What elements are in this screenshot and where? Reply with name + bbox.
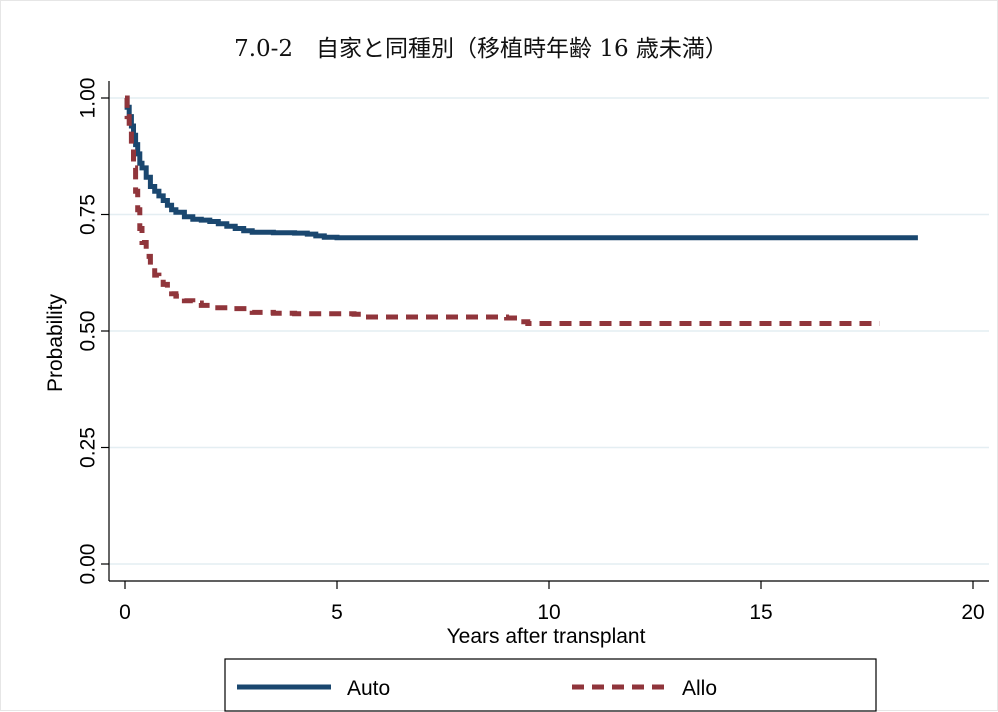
x-tick-label: 10	[537, 601, 560, 624]
y-axis-title: Probability	[44, 293, 67, 392]
legend-label-auto: Auto	[347, 677, 390, 700]
x-axis-ticks: 0 5 10 15 20	[119, 581, 985, 624]
y-tick-label: 0.75	[77, 194, 100, 235]
x-tick-label: 5	[331, 601, 343, 624]
x-tick-label: 0	[119, 601, 131, 624]
gridlines	[109, 97, 989, 565]
y-axis-ticks: 0.00 0.25 0.50 0.75 1.00	[77, 78, 109, 585]
chart-title: 7.0-2 自家と同種別（移植時年齢 16 歳未満）	[234, 36, 728, 62]
series-lines	[124, 95, 918, 326]
series-line-auto	[124, 95, 918, 241]
y-tick-label: 0.25	[77, 427, 100, 468]
legend-label-allo: Allo	[682, 677, 717, 700]
y-tick-label: 0.50	[77, 311, 100, 352]
y-tick-label: 1.00	[77, 78, 100, 119]
x-tick-label: 20	[961, 601, 984, 624]
series-line-allo	[124, 95, 880, 326]
x-axis-title: Years after transplant	[447, 625, 646, 648]
legend-box	[224, 658, 877, 712]
x-tick-label: 15	[749, 601, 772, 624]
y-tick-label: 0.00	[77, 544, 100, 585]
